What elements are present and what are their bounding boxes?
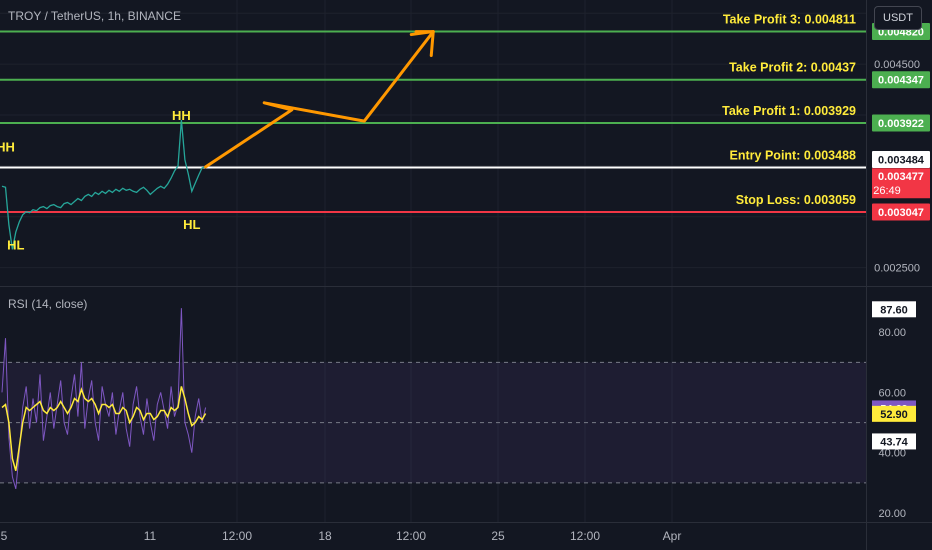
last-price-tag: 0.003477	[878, 171, 924, 183]
rsi-tag-2: 52.90	[880, 409, 908, 421]
take-profit-2-tag: 0.004347	[878, 75, 924, 87]
take-profit-1-label: Take Profit 1: 0.003929	[722, 104, 856, 118]
annotation-hl-1: HL	[7, 237, 24, 252]
take-profit-2-tag-bg	[872, 71, 930, 89]
rsi-axis-tick: 80.00	[878, 327, 906, 339]
rsi-title[interactable]: RSI (14, close)	[8, 297, 88, 311]
take-profit-3-label: Take Profit 3: 0.004811	[723, 13, 856, 27]
annotation-hh-0: HH	[0, 140, 15, 155]
stop-loss-tag: 0.003047	[878, 207, 924, 219]
rsi-tag-0: 87.60	[880, 304, 908, 316]
rsi-band	[0, 361, 866, 484]
stop-loss-tag-bg	[872, 203, 930, 221]
time-axis-tick: 5	[1, 529, 8, 543]
rsi-tag-3: 43.74	[880, 436, 908, 448]
rsi-axis-tick: 40.00	[878, 448, 906, 460]
time-axis-tick: 11	[144, 529, 157, 543]
time-axis-tick: 12:00	[570, 529, 600, 543]
rsi-tag-bg	[872, 301, 916, 318]
annotations: HH HL HH HL	[0, 108, 200, 252]
rsi-series	[1, 308, 207, 490]
time-axis-tick: 12:00	[222, 529, 252, 543]
annotation-hl-3: HL	[183, 217, 200, 232]
rsi-tag-bg	[872, 405, 916, 422]
take-profit-2-label: Take Profit 2: 0.00437	[729, 61, 856, 75]
rsi-tag-bg	[872, 433, 916, 450]
rsi-series-ma	[1, 386, 207, 472]
take-profit-1-tag: 0.003922	[878, 118, 924, 130]
rsi-axis-tick: 60.00	[878, 387, 906, 399]
entry-point-label: Entry Point: 0.003488	[730, 149, 856, 163]
countdown-timer: 26:49	[873, 185, 901, 197]
rsi-axis-tick: 20.00	[878, 508, 906, 520]
price-axis-tick: 0.002500	[874, 263, 920, 275]
currency-button[interactable]: USDT	[874, 6, 922, 30]
time-axis-tick: 25	[491, 529, 505, 543]
take-profit-1-tag-bg	[872, 114, 930, 132]
stop-loss-label: Stop Loss: 0.003059	[736, 193, 856, 207]
last-price-tag-bg	[872, 168, 930, 199]
entry-point-tag-bg	[872, 151, 930, 169]
rsi-series-rsi	[1, 308, 207, 490]
entry-point-tag: 0.003484	[878, 155, 925, 167]
price-line	[1, 120, 206, 250]
time-axis-tick: 12:00	[396, 529, 426, 543]
annotation-hh-2: HH	[172, 108, 191, 123]
time-axis-tick: Apr	[663, 529, 682, 543]
time-axis-tick: 18	[318, 529, 332, 543]
symbol-title[interactable]: TROY / TetherUS, 1h, BINANCE	[8, 9, 181, 23]
projection-arrowhead	[409, 30, 435, 58]
projection-arrow	[204, 30, 435, 169]
price-axis-tick: 0.004500	[874, 59, 920, 71]
price-series	[1, 120, 206, 250]
